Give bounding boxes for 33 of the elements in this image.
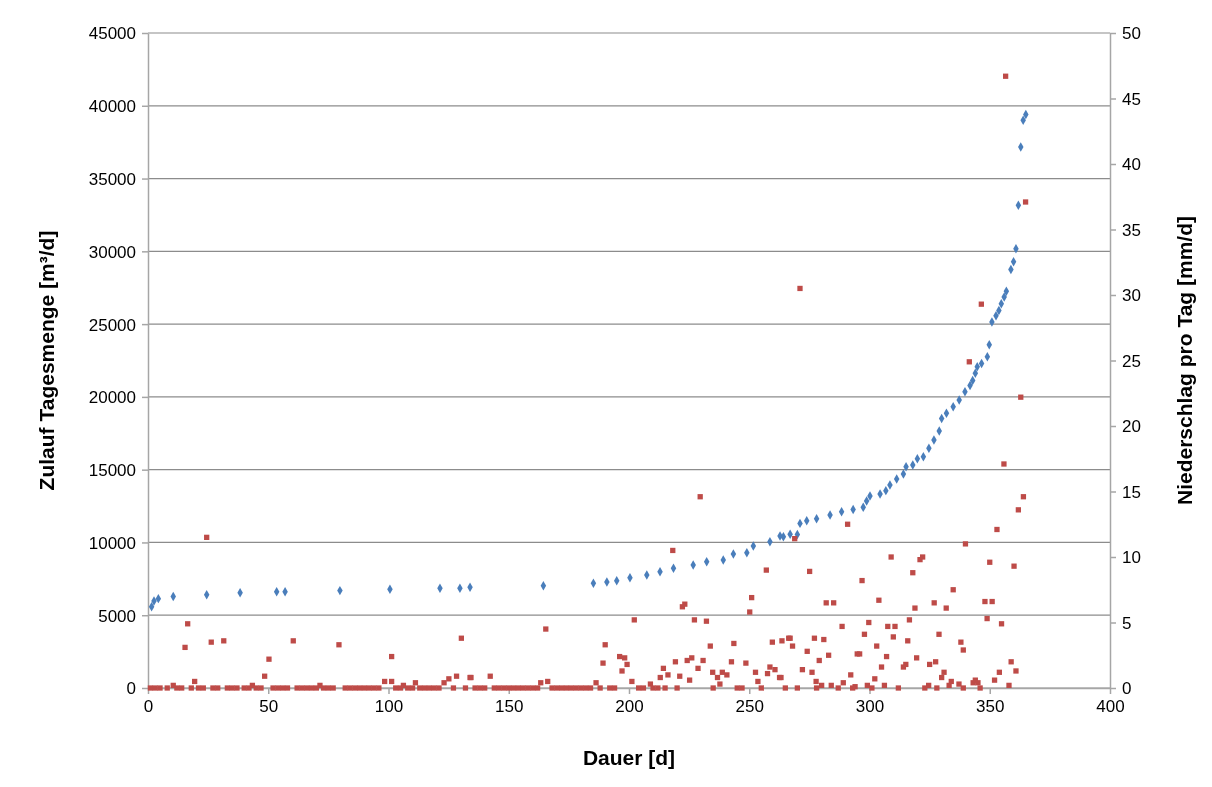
- y2-tick-label: 45: [1122, 89, 1141, 109]
- y-tick-label: 40000: [88, 97, 136, 117]
- y2-tick-label: 50: [1122, 24, 1141, 44]
- x-tick-label: 350: [976, 697, 1005, 717]
- x-tick-label: 300: [855, 697, 885, 717]
- y2-tick-label: 15: [1122, 482, 1141, 502]
- x-tick-label: 250: [735, 697, 764, 717]
- y2-tick-label: 10: [1122, 548, 1141, 568]
- x-tick-label: 0: [143, 697, 154, 717]
- y2-tick-label: 30: [1122, 286, 1141, 306]
- y-tick-label: 10000: [88, 533, 136, 553]
- y-tick-label: 45000: [88, 24, 136, 44]
- y2-tick-label: 20: [1122, 417, 1141, 437]
- y2-tick-label: 25: [1122, 351, 1141, 371]
- y2-tick-label: 35: [1122, 220, 1141, 240]
- y-tick-label: 5000: [98, 606, 136, 626]
- y2-tick-label: 40: [1122, 155, 1141, 175]
- x-tick-label: 150: [495, 697, 524, 717]
- x-axis-title: Dauer [d]: [582, 746, 676, 769]
- y-tick-label: 35000: [88, 170, 136, 190]
- y2-tick-label: 5: [1122, 613, 1132, 633]
- y-tick-label: 25000: [88, 315, 136, 335]
- x-tick-label: 100: [374, 697, 404, 717]
- y-tick-label: 15000: [88, 461, 136, 481]
- y2-axis-title: Niederschlag pro Tag [mm/d]: [1173, 216, 1196, 505]
- x-tick-label: 200: [615, 697, 644, 717]
- y-axis-title: Zulauf Tagesmenge [m³/d]: [35, 230, 58, 491]
- y-tick-label: 30000: [88, 242, 136, 262]
- y-tick-label: 0: [126, 679, 136, 699]
- y-tick-label: 20000: [88, 388, 136, 408]
- x-tick-label: 50: [259, 697, 279, 717]
- y2-tick-label: 0: [1122, 679, 1132, 699]
- x-tick-label: 400: [1096, 697, 1125, 717]
